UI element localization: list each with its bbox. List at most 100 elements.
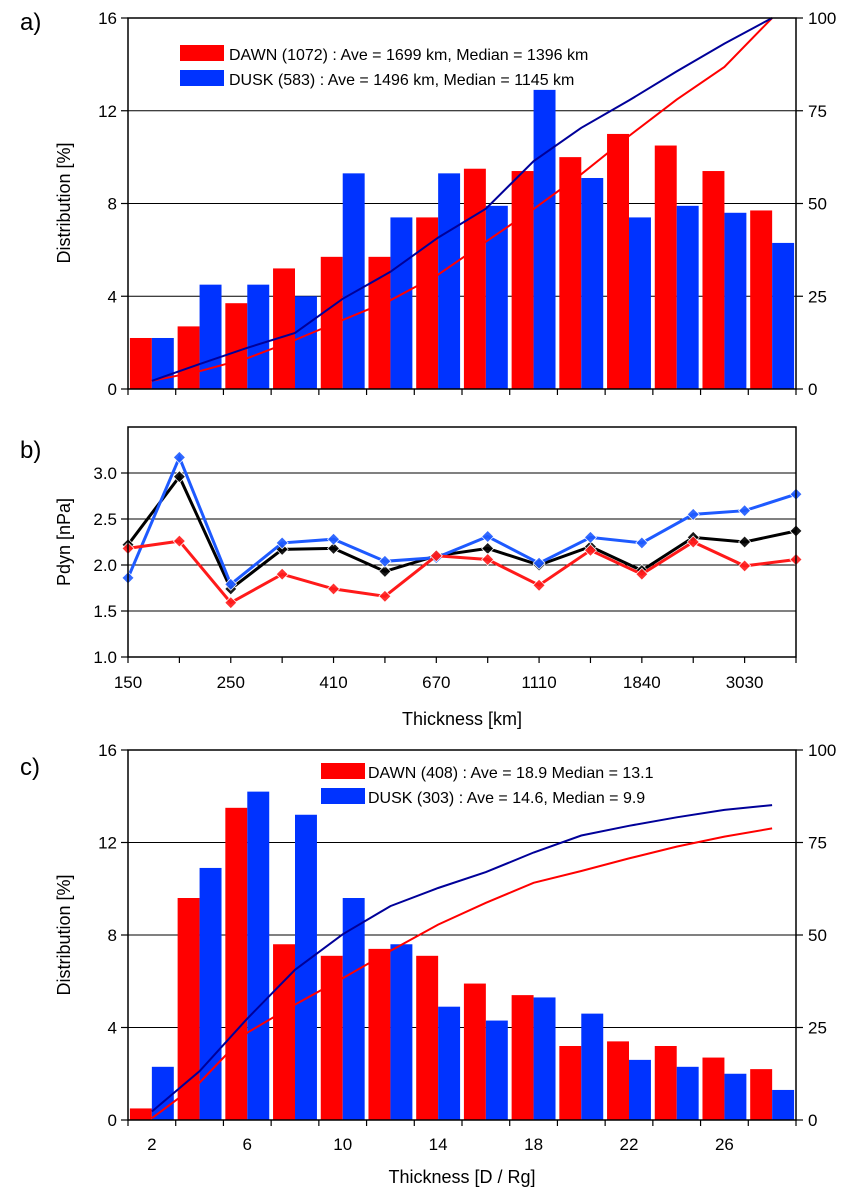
y-tick-label-c: 0 — [108, 1111, 117, 1130]
dusk-pdyn-marker — [738, 504, 752, 518]
dawn-pdyn-marker — [532, 578, 546, 592]
all-pdyn-marker — [738, 535, 752, 549]
y-tick-label-a: 0 — [108, 380, 117, 399]
ylabel-b: Pdyn [nPa] — [54, 498, 74, 586]
dawn-bar-a — [511, 171, 534, 389]
y2-tick-label-a: 25 — [808, 287, 827, 306]
x-tick-label-c: 14 — [429, 1135, 448, 1154]
bars-a — [129, 89, 795, 389]
dusk-bar-a — [151, 337, 174, 389]
legend-label-dawn-a: DAWN (1072) : Ave = 1699 km, Median = 13… — [229, 47, 588, 64]
legend-swatch-dawn-c — [321, 763, 365, 779]
y2-axis-a: 0 25 50 75 100 — [796, 9, 836, 399]
dawn-bar-a — [368, 256, 391, 389]
dawn-bar-a — [702, 171, 725, 389]
dusk-bar-c — [151, 1066, 174, 1120]
panel-b-label: b) — [20, 437, 41, 464]
dawn-bar-a — [559, 157, 582, 389]
ylabel-c: Distribution [%] — [54, 874, 74, 995]
y-axis-a: 0 4 8 12 16 — [98, 9, 797, 399]
dusk-bar-c — [676, 1066, 699, 1120]
cumulative-lines-c — [151, 804, 773, 1120]
bars-c — [129, 791, 795, 1120]
legend-swatch-dusk-a — [180, 70, 224, 86]
dusk-bar-c — [724, 1073, 747, 1120]
x-tick-label-c: 18 — [524, 1135, 543, 1154]
legend-swatch-dawn-a — [180, 45, 224, 61]
dusk-bar-a — [342, 173, 365, 389]
all-pdyn-marker — [481, 541, 495, 556]
x-tick-label-b: 1840 — [623, 673, 661, 692]
x-tick-label-b: 1110 — [521, 673, 556, 692]
dusk-bar-a — [295, 296, 317, 389]
y2-tick-label-a: 0 — [808, 380, 817, 399]
y2-axis-c: 0 25 50 75 100 — [796, 741, 836, 1130]
y-tick-label-b: 2.0 — [93, 556, 117, 575]
dawn-pdyn-marker — [429, 549, 443, 563]
y-tick-label-a: 4 — [108, 287, 117, 306]
y-tick-label-b: 1.0 — [93, 648, 117, 667]
dawn-bar-c — [559, 1046, 582, 1120]
y-tick-label-b: 1.5 — [93, 602, 117, 621]
cumulative-lines-a — [151, 17, 773, 382]
dusk-pdyn-marker — [635, 536, 649, 550]
dawn-bar-a — [225, 303, 248, 389]
dusk-bar-c — [247, 791, 270, 1120]
legend-a: DAWN (1072) : Ave = 1699 km, Median = 13… — [180, 45, 588, 89]
dusk-pdyn-marker — [583, 530, 598, 544]
dawn-bar-c — [654, 1046, 677, 1120]
dawn-cumulative-line-c — [151, 827, 773, 1120]
dusk-bar-c — [295, 814, 317, 1120]
legend-swatch-dusk-c — [321, 788, 365, 804]
dusk-cumulative-line-c — [151, 804, 773, 1113]
dawn-bar-c — [463, 983, 486, 1120]
ylabel-a: Distribution [%] — [54, 142, 74, 263]
y2-tick-label-c: 25 — [808, 1019, 827, 1038]
plot-frame-b — [127, 426, 797, 658]
xlabel-b: Thickness [km] — [402, 709, 522, 729]
dawn-bar-c — [368, 948, 391, 1120]
dusk-bar-a — [533, 89, 556, 389]
x-tick-label-c: 10 — [333, 1135, 352, 1154]
x-axis-c: 2 6 10 14 18 22 26 — [127, 1120, 797, 1154]
dawn-bar-a — [750, 210, 773, 389]
dawn-pdyn-marker — [224, 596, 238, 610]
y-tick-label-c: 8 — [108, 926, 117, 945]
xlabel-c: Thickness [D / Rg] — [388, 1167, 535, 1187]
y2-tick-label-a: 50 — [808, 195, 827, 214]
y-tick-label-b: 2.5 — [93, 510, 117, 529]
all-pdyn-line — [126, 473, 797, 592]
dusk-pdyn-line — [126, 453, 797, 587]
dusk-bar-a — [581, 177, 604, 389]
dawn-pdyn-marker — [635, 567, 649, 581]
y-tick-label-c: 16 — [98, 741, 117, 760]
all-pdyn-marker — [172, 470, 186, 484]
dawn-bar-a — [273, 268, 295, 389]
dusk-bar-c — [581, 1013, 604, 1120]
x-tick-label-b: 410 — [319, 673, 347, 692]
dusk-bar-c — [342, 898, 365, 1120]
dusk-bar-a — [199, 284, 222, 389]
dusk-bar-a — [629, 217, 651, 389]
dusk-pdyn-marker — [326, 532, 341, 546]
dawn-bar-a — [607, 133, 629, 389]
dusk-bar-c — [199, 867, 222, 1120]
dawn-bar-a — [654, 145, 677, 389]
dawn-bar-c — [177, 898, 200, 1120]
dawn-pdyn-marker — [326, 582, 341, 596]
all-pdyn-marker — [378, 564, 392, 579]
y2-tick-label-c: 50 — [808, 926, 827, 945]
legend-label-dusk-c: DUSK (303) : Ave = 14.6, Median = 9.9 — [368, 790, 645, 807]
y2-tick-label-c: 75 — [808, 834, 827, 853]
dusk-bar-a — [772, 242, 795, 389]
y-tick-label-c: 4 — [108, 1019, 117, 1038]
dawn-bar-a — [177, 326, 200, 389]
x-axis-b: 150 250 410 670 1110 1840 3030 — [114, 657, 797, 692]
y-tick-label-a: 16 — [98, 9, 117, 28]
y-tick-label-b: 3.0 — [93, 464, 117, 483]
x-tick-label-c: 6 — [243, 1135, 252, 1154]
dusk-bar-c — [438, 1006, 461, 1120]
panel-a-label: a) — [20, 9, 41, 36]
